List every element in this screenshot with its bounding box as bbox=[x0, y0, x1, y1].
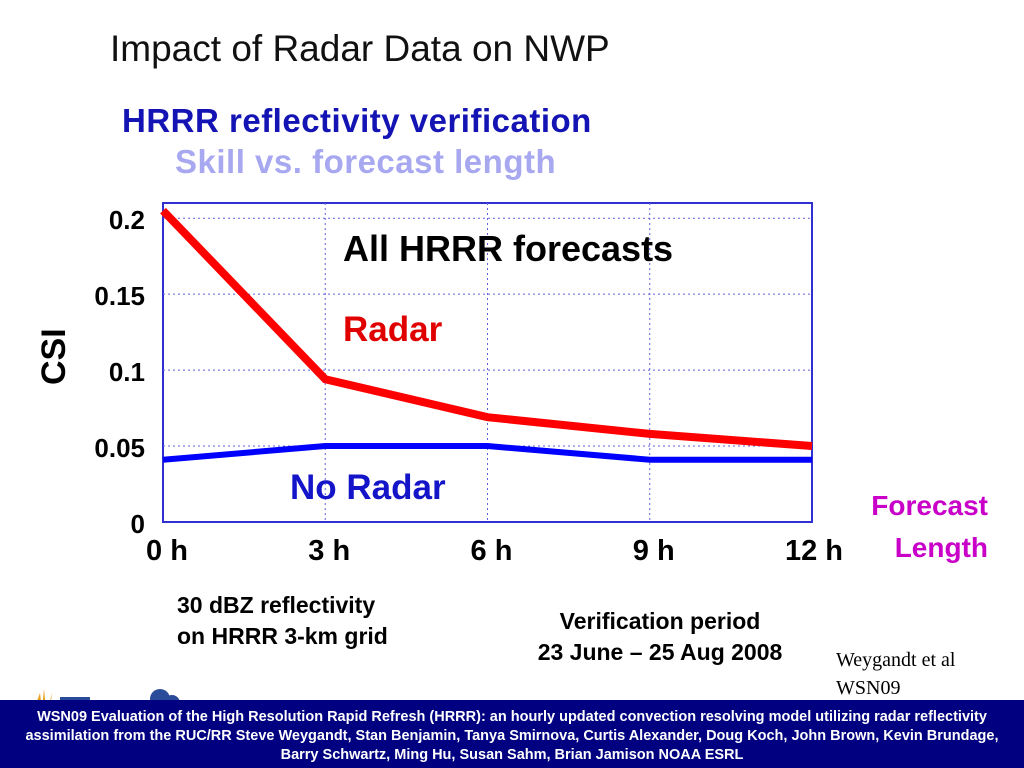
x-tick-label: 6 h bbox=[471, 535, 513, 567]
x-tick-label: 0 h bbox=[146, 535, 188, 567]
y-tick-label: 0 bbox=[131, 509, 145, 539]
chart-subtitle: Skill vs. forecast length bbox=[175, 143, 557, 180]
csi-chart: 0 0.05 0.1 0.15 0.2 0 h 3 h 6 h 9 h 12 h bbox=[94, 202, 843, 567]
series-line-radar bbox=[160, 207, 813, 451]
y-axis-label: CSI bbox=[35, 328, 73, 385]
x-tick-label: 3 h bbox=[308, 535, 350, 567]
credit-line1: Weygandt et al bbox=[836, 649, 956, 671]
y-tick-label: 0.1 bbox=[109, 357, 145, 387]
reflectivity-note-line2: on HRRR 3-km grid bbox=[177, 623, 388, 649]
x-axis-label-line1: Forecast bbox=[871, 490, 988, 521]
footer-citation: WSN09 Evaluation of the High Resolution … bbox=[0, 700, 1024, 768]
verification-note: Verification period 23 June – 25 Aug 200… bbox=[505, 606, 815, 668]
series-label-no-radar: No Radar bbox=[290, 468, 446, 507]
chart-title: HRRR reflectivity verification bbox=[122, 102, 592, 139]
reflectivity-note-line1: 30 dBZ reflectivity bbox=[177, 592, 376, 618]
y-tick-label: 0.2 bbox=[109, 205, 145, 235]
series-line-no-radar bbox=[162, 443, 812, 463]
series-label-radar: Radar bbox=[343, 310, 443, 349]
x-tick-label: 12 h bbox=[785, 535, 843, 567]
x-axis-label-line2: Length bbox=[894, 532, 988, 563]
x-tick-label: 9 h bbox=[633, 535, 675, 567]
credit-line2: WSN09 bbox=[836, 677, 901, 699]
reflectivity-note: 30 dBZ reflectivity on HRRR 3-km grid bbox=[177, 590, 388, 652]
verification-note-line1: Verification period bbox=[559, 608, 761, 634]
chart-annotation: All HRRR forecasts bbox=[343, 228, 674, 269]
y-tick-label: 0.05 bbox=[94, 433, 145, 463]
y-tick-label: 0.15 bbox=[94, 281, 145, 311]
slide-title: Impact of Radar Data on NWP bbox=[110, 28, 610, 69]
credit: Weygandt et al WSN09 bbox=[836, 646, 955, 702]
x-axis-label: Forecast Length bbox=[828, 485, 988, 569]
verification-note-line2: 23 June – 25 Aug 2008 bbox=[537, 639, 783, 665]
